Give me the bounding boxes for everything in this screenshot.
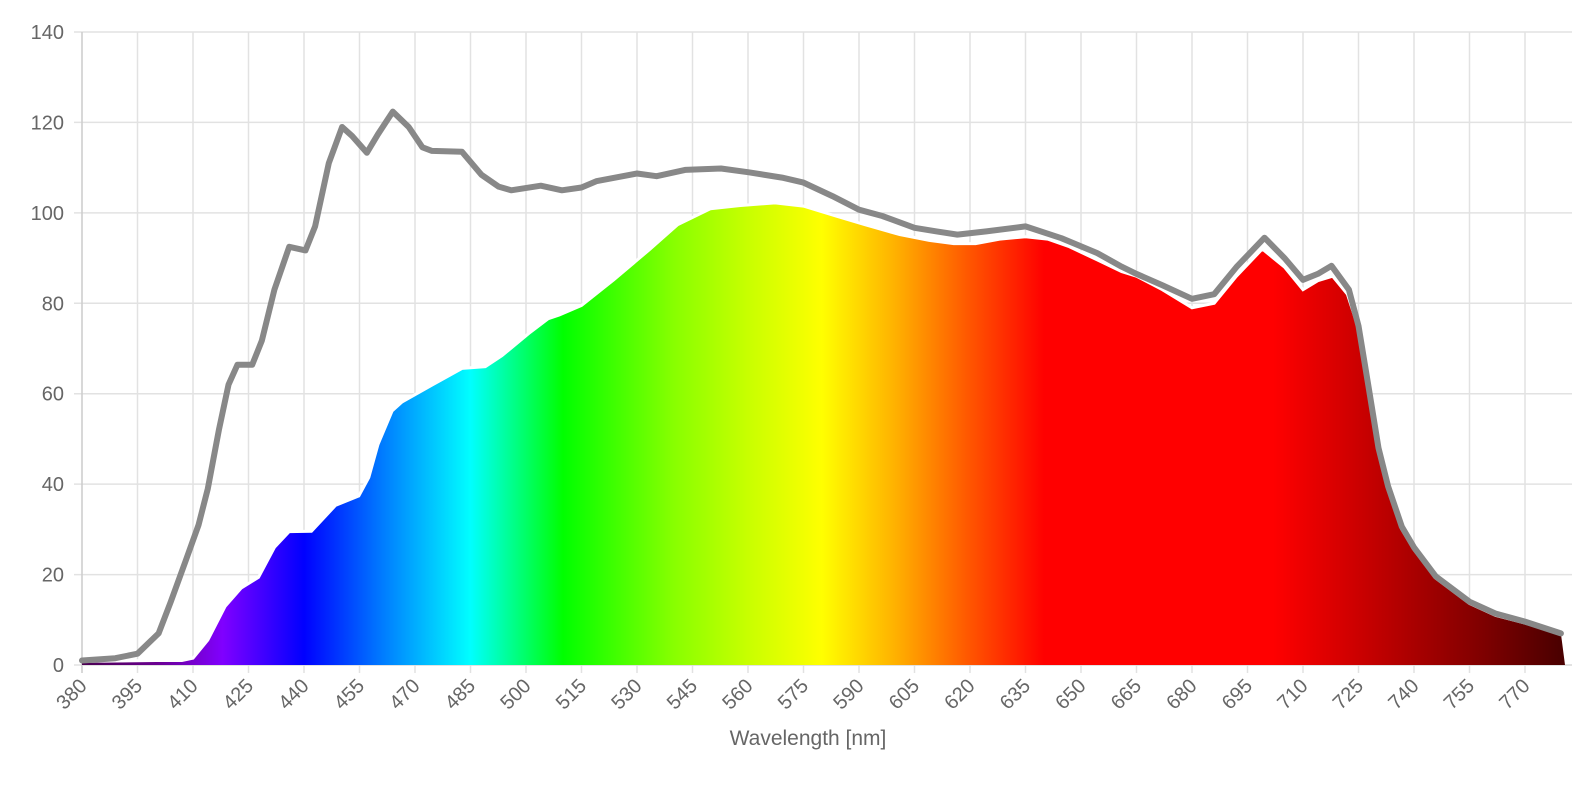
x-tick-label: 680 (1162, 675, 1201, 714)
y-tick-label: 0 (53, 655, 64, 677)
x-tick-label: 710 (1273, 675, 1312, 714)
x-tick-label: 515 (552, 675, 591, 714)
x-axis-label: Wavelength [nm] (730, 727, 887, 750)
x-tick-label: 545 (663, 675, 702, 714)
x-tick-label: 695 (1218, 675, 1257, 714)
x-tick-label: 665 (1107, 675, 1146, 714)
y-tick-label: 40 (42, 474, 64, 496)
x-tick-label: 770 (1495, 675, 1534, 714)
x-tick-label: 485 (441, 675, 480, 714)
x-tick-label: 755 (1440, 675, 1479, 714)
x-tick-label: 650 (1051, 675, 1090, 714)
x-tick-label: 455 (330, 675, 369, 714)
reference-spectrum-line (79, 108, 1564, 664)
y-tick-label: 100 (31, 203, 64, 225)
x-tick-label: 395 (108, 675, 147, 714)
x-tick-label: 380 (52, 675, 91, 714)
y-tick-label: 60 (42, 384, 64, 406)
y-tick-label: 20 (42, 565, 64, 587)
y-tick-label: 120 (31, 112, 64, 134)
x-tick-label: 560 (718, 675, 757, 714)
x-tick-label: 590 (829, 675, 868, 714)
x-axis-ticks: 380 395 410 425 440 455 470 485 500 515 530 545 560 5… (52, 675, 1534, 714)
x-tick-label: 740 (1384, 675, 1423, 714)
x-tick-label: 605 (885, 675, 924, 714)
x-tick-label: 575 (774, 675, 813, 714)
x-tick-label: 500 (496, 675, 535, 714)
x-tick-label: 410 (163, 675, 202, 714)
filtered-spectrum-area (82, 202, 1565, 665)
x-tick-label: 635 (996, 675, 1035, 714)
x-tick-label: 530 (607, 675, 646, 714)
x-tick-label: 470 (385, 675, 424, 714)
y-tick-label: 140 (31, 22, 64, 44)
x-tick-label: 425 (219, 675, 258, 714)
y-axis-ticks: 0 20 40 60 80 100 120 140 (31, 22, 64, 677)
x-tick-label: 620 (940, 675, 979, 714)
x-tick-label: 725 (1329, 675, 1368, 714)
x-tick-label: 440 (274, 675, 313, 714)
y-tick-label: 80 (42, 293, 64, 315)
